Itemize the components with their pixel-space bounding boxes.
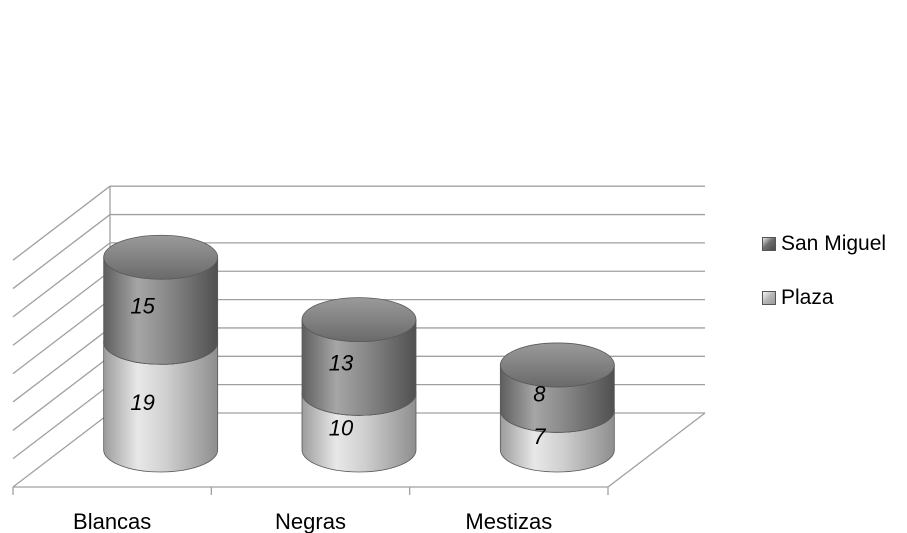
gridline-side [12, 299, 111, 375]
gridline-side [12, 384, 111, 460]
floor-edge [607, 412, 706, 488]
gridline-side [12, 242, 111, 318]
legend: San Miguel Plaza [762, 230, 886, 312]
data-label: 13 [329, 350, 354, 375]
data-label: 7 [533, 424, 546, 449]
legend-label-plaza: Plaza [781, 286, 834, 309]
x-tick-label: Blancas [73, 509, 151, 533]
bar-cap [103, 234, 219, 280]
gridline-side [12, 412, 111, 488]
bar-cap [301, 297, 417, 342]
legend-swatch-san-miguel [762, 237, 776, 251]
data-label: 10 [329, 416, 354, 441]
gridline-side [12, 327, 111, 403]
data-label: 8 [533, 382, 546, 407]
data-label: 15 [130, 294, 155, 319]
x-axis: Blancas Negras Mestizas [12, 486, 609, 533]
gridline-side [12, 185, 111, 261]
gridline-side [12, 355, 111, 431]
x-tick-label: Negras [275, 509, 346, 533]
bar-cap [499, 342, 615, 388]
gridline-side [12, 270, 111, 346]
bar-san-miguel [301, 297, 417, 416]
bar-san-miguel [499, 342, 615, 433]
legend-swatch-plaza [762, 291, 776, 305]
bars [103, 234, 615, 473]
data-label: 19 [130, 390, 154, 415]
legend-item-san-miguel: San Miguel [762, 230, 886, 258]
bar-san-miguel [103, 234, 219, 365]
legend-item-plaza: Plaza [762, 284, 886, 312]
gridline-side [12, 214, 111, 290]
x-tick-label: Mestizas [465, 509, 552, 533]
legend-label-san-miguel: San Miguel [781, 232, 887, 255]
data-labels: 19 15 10 13 7 8 [130, 294, 546, 449]
